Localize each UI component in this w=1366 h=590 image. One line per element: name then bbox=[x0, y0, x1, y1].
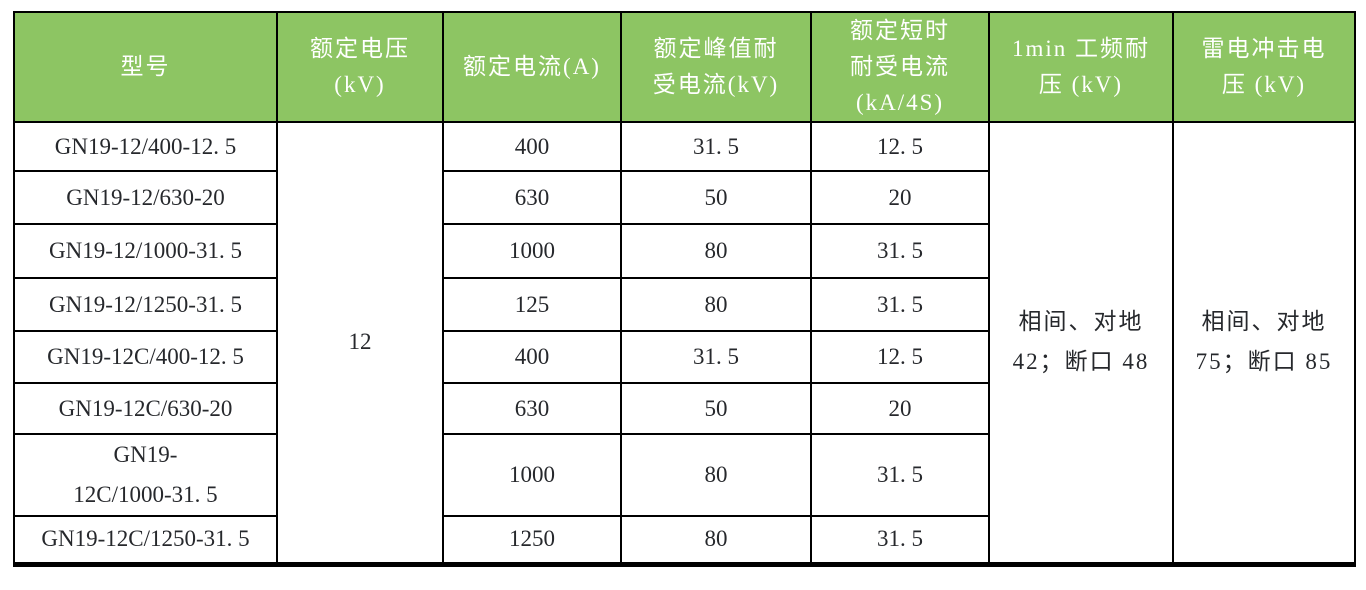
table-row: GN19-12C/400-12. 5 400 31. 5 12. 5 bbox=[13, 330, 1355, 384]
model-cell: GN19-12C/1250-31. 5 bbox=[13, 515, 278, 565]
rated-current-cell: 1250 bbox=[442, 515, 622, 565]
header-rated-voltage: 额定电压 (kV) bbox=[276, 11, 444, 123]
short-time-current-cell: 31. 5 bbox=[810, 277, 990, 332]
short-time-current-cell: 31. 5 bbox=[810, 223, 990, 279]
header-power-frequency-withstand-voltage: 1min 工频耐 压 (kV) bbox=[988, 11, 1174, 123]
header-row: 型号 额定电压 (kV) 额定电流(A) 额定峰值耐 受电流(kV) 额定短时 … bbox=[13, 11, 1356, 123]
rated-current-cell: 630 bbox=[442, 170, 622, 225]
rated-current-cell: 400 bbox=[442, 330, 622, 384]
header-peak-withstand-current: 额定峰值耐 受电流(kV) bbox=[620, 11, 812, 123]
model-cell: GN19-12C/400-12. 5 bbox=[13, 330, 278, 384]
header-rated-current: 额定电流(A) bbox=[442, 11, 622, 123]
header-model: 型号 bbox=[13, 11, 278, 123]
table-body: GN19-12/400-12. 5 12 400 31. 5 12. 5 相间、… bbox=[13, 121, 1356, 565]
peak-current-cell: 31. 5 bbox=[620, 330, 812, 384]
lightning-impulse-merged-cell: 相间、对地 75；断口 85 bbox=[1172, 121, 1356, 565]
peak-current-cell: 80 bbox=[620, 223, 812, 279]
short-time-current-cell: 20 bbox=[810, 382, 990, 435]
model-cell: GN19-12/1250-31. 5 bbox=[13, 277, 278, 332]
rated-voltage-merged-cell: 12 bbox=[276, 121, 444, 565]
short-time-current-cell: 31. 5 bbox=[810, 433, 990, 517]
peak-current-cell: 80 bbox=[620, 433, 812, 517]
table-row: GN19-12/1000-31. 5 1000 80 31. 5 bbox=[13, 223, 1355, 279]
model-cell: GN19-12/400-12. 5 bbox=[13, 121, 278, 172]
table-row: GN19-12/400-12. 5 12 400 31. 5 12. 5 相间、… bbox=[13, 121, 1356, 565]
table-row: GN19-12C/1250-31. 5 1250 80 31. 5 bbox=[13, 515, 1355, 565]
short-time-current-cell: 12. 5 bbox=[810, 330, 990, 384]
table-row: GN19-12C/630-20 630 50 20 bbox=[13, 382, 1355, 435]
peak-current-cell: 50 bbox=[620, 382, 812, 435]
spec-table: 型号 额定电压 (kV) 额定电流(A) 额定峰值耐 受电流(kV) 额定短时 … bbox=[13, 11, 1356, 567]
short-time-current-cell: 12. 5 bbox=[810, 121, 990, 172]
header-lightning-impulse-voltage: 雷电冲击电 压 (kV) bbox=[1172, 11, 1356, 123]
rated-current-cell: 125 bbox=[442, 277, 622, 332]
rated-current-cell: 1000 bbox=[442, 433, 622, 517]
rated-current-cell: 1000 bbox=[442, 223, 622, 279]
peak-current-cell: 50 bbox=[620, 170, 812, 225]
peak-current-cell: 80 bbox=[620, 515, 812, 565]
model-cell: GN19-12/1000-31. 5 bbox=[13, 223, 278, 279]
table-row: GN19-12/1250-31. 5 125 80 31. 5 bbox=[13, 277, 1355, 332]
peak-current-cell: 31. 5 bbox=[620, 121, 812, 172]
power-frequency-merged-cell: 相间、对地 42；断口 48 bbox=[988, 121, 1174, 565]
model-cell: GN19-12/630-20 bbox=[13, 170, 278, 225]
short-time-current-cell: 31. 5 bbox=[810, 515, 990, 565]
table-row: GN19-12/630-20 630 50 20 bbox=[13, 170, 1355, 225]
rated-current-cell: 630 bbox=[442, 382, 622, 435]
table-header: 型号 额定电压 (kV) 额定电流(A) 额定峰值耐 受电流(kV) 额定短时 … bbox=[13, 11, 1356, 123]
short-time-current-cell: 20 bbox=[810, 170, 990, 225]
rated-current-cell: 400 bbox=[442, 121, 622, 172]
header-short-time-withstand-current: 额定短时 耐受电流 (kA/4S) bbox=[810, 11, 990, 123]
table-row: GN19- 12C/1000-31. 5 1000 80 31. 5 bbox=[13, 433, 1355, 517]
model-cell: GN19-12C/630-20 bbox=[13, 382, 278, 435]
peak-current-cell: 80 bbox=[620, 277, 812, 332]
model-cell: GN19- 12C/1000-31. 5 bbox=[13, 433, 278, 517]
